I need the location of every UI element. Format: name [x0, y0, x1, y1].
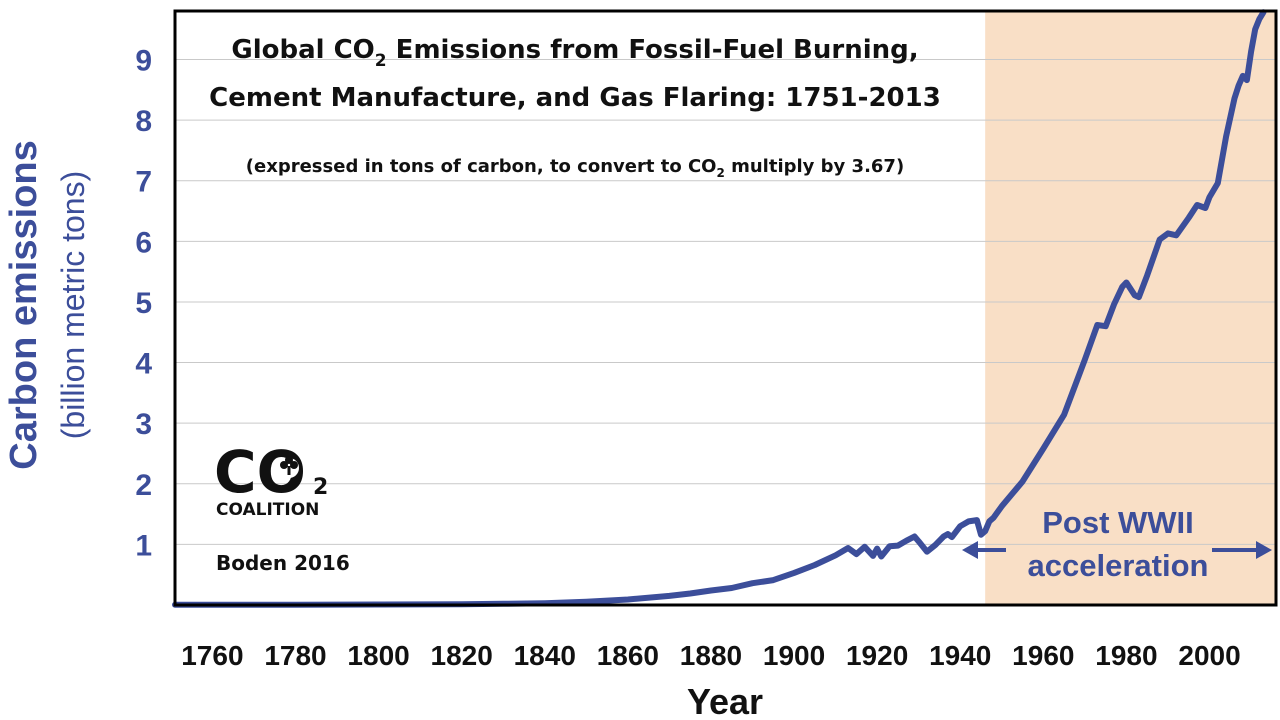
y-tick-6: 6 [135, 226, 152, 259]
x-tick-1820: 1820 [431, 640, 493, 671]
y-tick-7: 7 [135, 166, 152, 199]
chart-title-line2: Cement Manufacture, and Gas Flaring: 175… [209, 83, 941, 113]
subtitle-post: multiply by 3.67) [725, 156, 904, 177]
y-tick-3: 3 [135, 408, 152, 441]
title-line1-sub: 2 [375, 51, 387, 71]
left-arrow [962, 541, 1006, 559]
post-wwii-label-line2: acceleration [1028, 548, 1209, 583]
tree-icon [279, 456, 299, 478]
y-tick-5: 5 [135, 287, 152, 320]
x-tick-1980: 1980 [1095, 640, 1157, 671]
x-tick-1800: 1800 [347, 640, 409, 671]
x-tick-1780: 1780 [264, 640, 326, 671]
gridlines [175, 58, 1276, 545]
x-tick-1960: 1960 [1012, 640, 1074, 671]
right-arrow [1212, 541, 1272, 559]
x-tick-1860: 1860 [597, 640, 659, 671]
emissions-series-line [172, 9, 1267, 608]
y-tick-1: 1 [135, 529, 152, 562]
y-tick-2: 2 [135, 469, 152, 502]
x-tick-2000: 2000 [1178, 640, 1240, 671]
chart-subtitle: (expressed in tons of carbon, to convert… [246, 156, 904, 180]
co2-coalition-logo: CO 2 COALITION [214, 438, 328, 520]
title-line1-post: Emissions from Fossil-Fuel Burning, [387, 35, 919, 65]
x-tick-1760: 1760 [181, 640, 243, 671]
title-line1-pre: Global CO [231, 35, 374, 65]
subtitle-pre: (expressed in tons of carbon, to convert… [246, 156, 717, 177]
right-arrow-head [1256, 541, 1272, 559]
y-tick-9: 9 [135, 44, 152, 77]
post-wwii-label-line1: Post WWII [1042, 505, 1194, 540]
y-axis-units: (billion metric tons) [55, 171, 91, 440]
y-axis-label: Carbon emissions [3, 140, 45, 469]
post-wwii-shade [985, 11, 1276, 605]
logo-sub-text: 2 [313, 475, 328, 500]
x-tick-1940: 1940 [929, 640, 991, 671]
y-tick-4: 4 [135, 348, 152, 381]
source-note: Boden 2016 [216, 551, 350, 575]
chart-title-line1: Global CO2 Emissions from Fossil-Fuel Bu… [231, 35, 918, 71]
plot-frame [173, 9, 1278, 607]
y-tick-8: 8 [135, 105, 152, 138]
x-tick-1840: 1840 [514, 640, 576, 671]
logo-name-text: COALITION [216, 500, 319, 520]
x-tick-1900: 1900 [763, 640, 825, 671]
subtitle-sub: 2 [716, 166, 724, 180]
x-tick-1880: 1880 [680, 640, 742, 671]
x-tick-1920: 1920 [846, 640, 908, 671]
x-tick-labels: 1760 1780 1800 1820 1840 1860 1880 1900 1920 1940… [181, 640, 1240, 671]
left-arrow-head [962, 541, 978, 559]
y-tick-labels: 1 2 3 4 5 6 7 8 9 [135, 44, 152, 562]
x-axis-label: Year [687, 681, 763, 720]
